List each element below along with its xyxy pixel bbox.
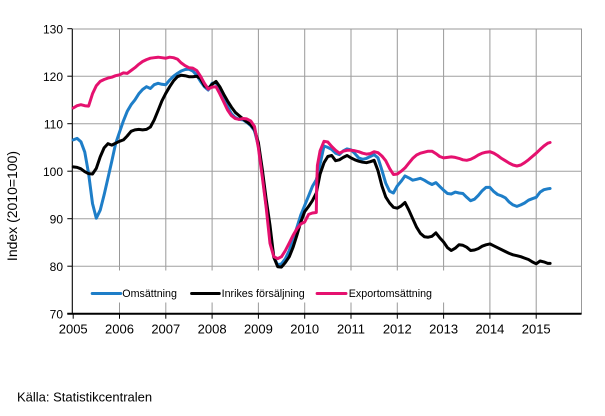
svg-text:120: 120 bbox=[43, 70, 63, 84]
svg-text:2006: 2006 bbox=[105, 322, 134, 337]
svg-text:Källa: Statistikcentralen: Källa: Statistikcentralen bbox=[17, 390, 152, 405]
svg-text:80: 80 bbox=[50, 260, 64, 274]
svg-text:Omsättning: Omsättning bbox=[122, 288, 177, 300]
svg-text:130: 130 bbox=[43, 22, 63, 36]
svg-text:2014: 2014 bbox=[475, 322, 504, 337]
svg-text:2007: 2007 bbox=[151, 322, 180, 337]
svg-text:2011: 2011 bbox=[337, 322, 365, 337]
svg-text:2012: 2012 bbox=[383, 322, 412, 337]
svg-text:2008: 2008 bbox=[198, 322, 227, 337]
svg-text:2009: 2009 bbox=[244, 322, 273, 337]
svg-text:100: 100 bbox=[43, 165, 63, 179]
svg-text:Index (2010=100): Index (2010=100) bbox=[4, 151, 20, 261]
svg-text:90: 90 bbox=[50, 212, 64, 226]
svg-text:Inrikes försäljning: Inrikes försäljning bbox=[222, 288, 305, 300]
svg-text:2015: 2015 bbox=[522, 322, 551, 337]
svg-text:110: 110 bbox=[44, 117, 63, 131]
svg-text:2013: 2013 bbox=[429, 322, 458, 337]
svg-text:Exportomsättning: Exportomsättning bbox=[349, 288, 432, 300]
svg-text:2005: 2005 bbox=[59, 322, 88, 337]
svg-text:2010: 2010 bbox=[290, 322, 319, 337]
svg-text:70: 70 bbox=[50, 307, 64, 321]
